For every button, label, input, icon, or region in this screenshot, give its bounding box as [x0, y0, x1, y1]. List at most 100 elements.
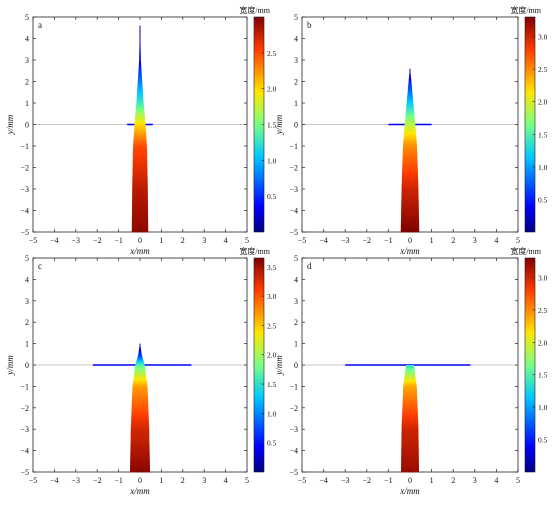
crack-segment — [139, 29, 141, 32]
crack-segment — [402, 392, 418, 394]
chart-panel-a: −5 −4 −3 −2 −1 0 1 2 3 4 5 −5 −4 −3 −2 −1 0 1 2 3 4 5 x/mm y/mm… — [5, 5, 277, 256]
x-tick-label: −5 — [298, 476, 307, 485]
crack-segment — [134, 125, 146, 128]
crack-segment — [401, 467, 419, 469]
crack-segment — [132, 392, 148, 395]
crack-segment — [137, 87, 143, 90]
crack-segment — [409, 74, 411, 76]
crack-segment — [130, 435, 150, 438]
x-tick-label: −4 — [319, 236, 328, 245]
x-tick-label: −4 — [50, 236, 59, 245]
colorbar-tick-label: 3.0 — [267, 292, 277, 301]
crack-segment — [401, 185, 419, 188]
y-tick-label: −3 — [289, 425, 298, 434]
colorbar-tick-label: 2.0 — [538, 338, 548, 347]
crack-segment — [132, 394, 148, 397]
crack-segment — [406, 98, 414, 101]
crack-segment — [402, 158, 418, 161]
y-tick-label: 5 — [294, 13, 298, 22]
crack-segment — [408, 82, 412, 84]
crack-segment — [401, 452, 419, 454]
crack-segment — [401, 466, 419, 468]
crack-segment — [132, 201, 148, 204]
crack-segment — [401, 195, 419, 197]
crack-segment — [405, 368, 415, 370]
crack-segment — [402, 414, 418, 416]
crack-segment — [403, 387, 417, 389]
y-tick-label: −3 — [20, 185, 29, 194]
crack-segment — [403, 384, 417, 386]
crack-segment — [133, 374, 147, 377]
crack-segment — [130, 436, 150, 439]
colorbar — [524, 16, 536, 233]
crack-segment — [404, 125, 416, 128]
crack-segment — [404, 124, 416, 127]
crack-segment — [131, 221, 149, 224]
crack-segment — [402, 166, 418, 169]
crack-segment — [139, 41, 141, 44]
y-tick-label: −4 — [20, 207, 29, 216]
crack-segment — [131, 216, 149, 219]
x-tick-label: 5 — [516, 476, 520, 485]
crack-segment — [133, 132, 147, 135]
crack-segment — [132, 156, 148, 159]
crack-segment — [139, 346, 141, 349]
crack-segment — [132, 175, 148, 178]
crack-segment — [406, 99, 414, 102]
y-tick-label: 2 — [294, 318, 298, 327]
crack-segment — [131, 218, 149, 221]
crack-segment — [404, 373, 416, 375]
crack-segment — [406, 102, 414, 105]
y-axis-label: y/mm — [5, 355, 15, 376]
crack-segment — [404, 378, 416, 380]
crack-segment — [401, 207, 419, 210]
crack-segment — [135, 365, 145, 367]
crack-segment — [132, 176, 148, 180]
crack-segment — [402, 397, 418, 400]
crack-segment — [138, 351, 142, 353]
x-tick-label: 2 — [451, 476, 455, 485]
crack-segment — [137, 355, 143, 357]
crack-segment — [401, 459, 419, 461]
x-tick-label: 4 — [494, 476, 498, 485]
crack-segment — [130, 454, 150, 457]
crack-segment — [405, 113, 415, 116]
crack-segment — [132, 202, 148, 205]
crack-segment — [401, 187, 419, 189]
crack-segment — [131, 416, 149, 418]
crack-segment — [130, 442, 150, 444]
crack-segment — [132, 168, 148, 171]
x-tick-label: 3 — [202, 236, 206, 245]
crack-segment — [131, 419, 149, 422]
crack-segment — [131, 413, 149, 415]
crack-segment — [139, 343, 141, 346]
x-tick-label: 3 — [473, 476, 477, 485]
crack-segment — [400, 219, 420, 222]
crack-segment — [132, 398, 148, 400]
crack-segment — [401, 432, 419, 435]
crack-segment — [402, 404, 418, 406]
crack-segment — [130, 458, 150, 460]
x-tick-label: 5 — [516, 236, 520, 245]
crack-segment — [401, 430, 419, 433]
crack-segment — [409, 71, 411, 74]
colorbar-tick-label: 3.5 — [267, 263, 277, 272]
crack-segment — [134, 120, 146, 123]
crack-segment — [138, 73, 142, 76]
crack-segment — [402, 165, 418, 168]
y-tick-label: −2 — [20, 164, 29, 173]
x-tick-label: −1 — [114, 236, 123, 245]
crack-segment — [401, 419, 419, 421]
crack-segment — [402, 401, 418, 403]
colorbar-label: 宽度/mm — [510, 5, 541, 15]
crack-segment — [136, 103, 144, 106]
colorbar-label: 宽度/mm — [239, 5, 270, 15]
y-tick-label: −5 — [289, 228, 298, 237]
panel-label: b — [307, 20, 312, 30]
crack-segment — [136, 96, 144, 99]
crack-segment — [131, 213, 149, 216]
crack-segment — [134, 373, 146, 376]
y-tick-label: 0 — [25, 121, 29, 130]
crack-segment — [130, 430, 150, 432]
